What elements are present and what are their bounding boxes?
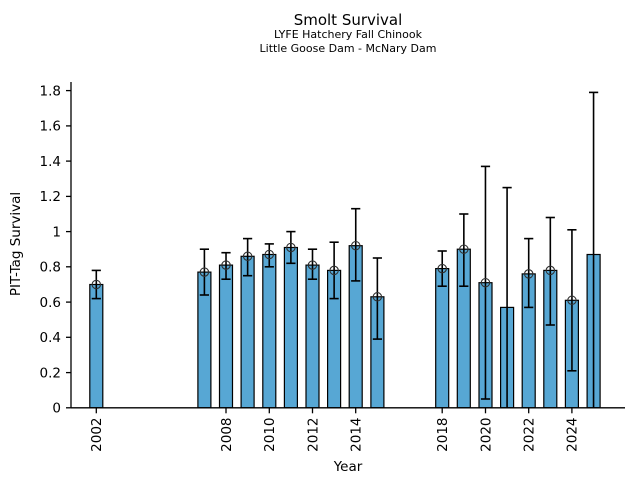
marker-2009 — [242, 251, 253, 262]
bar-2009 — [240, 255, 255, 409]
marker-2007 — [199, 267, 210, 277]
marker-2010 — [264, 249, 275, 260]
x-tick-label-2012: 2012 — [305, 418, 321, 452]
bar-2018 — [435, 268, 450, 409]
x-tick-label-2008: 2008 — [219, 418, 235, 452]
marker-2022 — [523, 269, 534, 279]
y-tick-label-0.8: 0.8 — [40, 260, 61, 276]
y-tick-label-1.4: 1.4 — [40, 154, 61, 170]
y-tick-label-0.2: 0.2 — [40, 365, 61, 381]
y-tick-label-1.2: 1.2 — [40, 189, 61, 205]
marker-2012 — [307, 260, 318, 270]
marker-2020 — [480, 277, 491, 288]
x-tick-label-2014: 2014 — [349, 418, 365, 452]
x-tick-label-2002: 2002 — [89, 418, 105, 452]
y-tick-label-1.6: 1.6 — [40, 119, 61, 135]
marker-2014 — [350, 240, 361, 251]
marker-2013 — [329, 265, 339, 276]
x-tick-label-2020: 2020 — [478, 418, 494, 452]
y-tick-label-1: 1 — [52, 224, 61, 240]
chart-subtitle-hatchery: LYFE Hatchery Fall Chinook — [274, 28, 422, 41]
marker-2015 — [372, 292, 383, 302]
y-tick-label-0.4: 0.4 — [40, 330, 61, 346]
x-tick-label-2022: 2022 — [522, 418, 538, 452]
y-axis-label: PIT-Tag Survival — [8, 191, 24, 297]
x-axis-label: Year — [333, 459, 363, 475]
bar-2002 — [89, 283, 104, 409]
marker-2024 — [567, 295, 577, 306]
y-tick-label-1.8: 1.8 — [40, 83, 61, 99]
bar-2011 — [283, 246, 298, 409]
marker-2008 — [221, 260, 231, 270]
bar-2008 — [218, 264, 234, 409]
bar-2010 — [262, 253, 277, 409]
y-tick-label-0.6: 0.6 — [40, 295, 61, 311]
chart-subtitle-reach: Little Goose Dam - McNary Dam — [259, 42, 437, 55]
marker-2019 — [459, 244, 469, 254]
x-tick-label-2024: 2024 — [565, 418, 581, 452]
chart-title: Smolt Survival — [293, 11, 403, 29]
x-tick-label-2018: 2018 — [435, 418, 451, 452]
y-tick-label-0: 0 — [52, 401, 61, 417]
marker-2018 — [437, 263, 447, 274]
marker-2023 — [545, 265, 556, 276]
marker-2002 — [91, 279, 102, 290]
bar-2012 — [305, 264, 320, 409]
marker-2011 — [286, 242, 296, 253]
x-tick-label-2010: 2010 — [262, 418, 278, 452]
